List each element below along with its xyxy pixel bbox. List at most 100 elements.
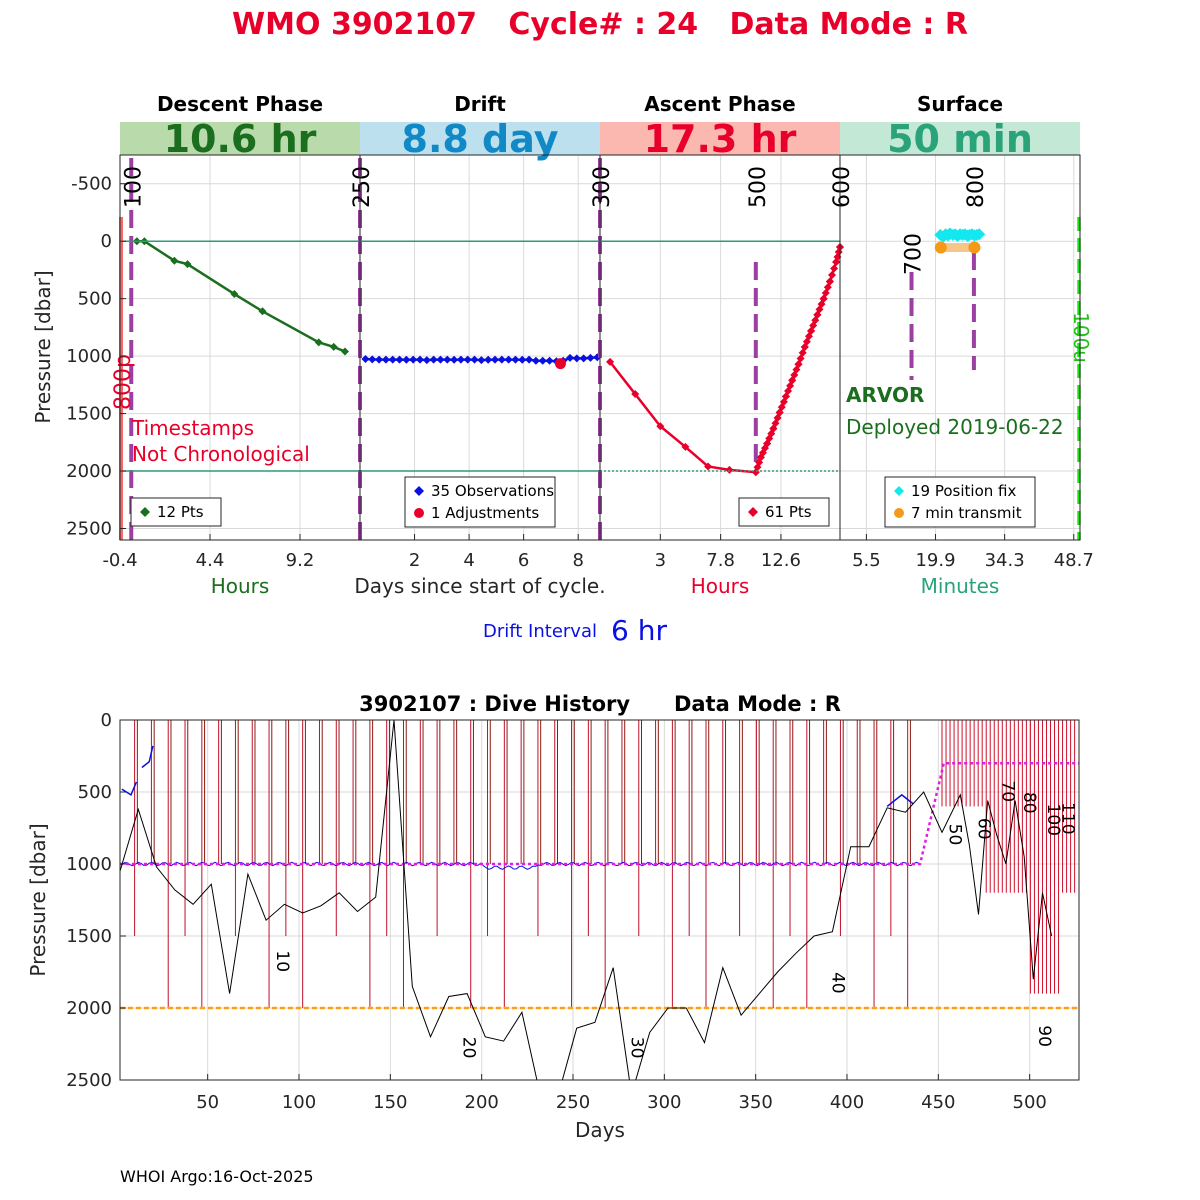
data-point bbox=[681, 442, 690, 451]
data-point bbox=[525, 355, 534, 364]
data-point bbox=[314, 338, 323, 347]
data-point bbox=[381, 355, 390, 364]
float-model: ARVOR bbox=[846, 383, 924, 407]
data-point bbox=[606, 357, 615, 366]
data-point bbox=[538, 356, 547, 365]
data-point bbox=[456, 355, 465, 364]
x-axis-title: Days since start of cycle. bbox=[354, 574, 605, 598]
x-tick-label: 150 bbox=[373, 1092, 407, 1113]
phase-duration: 50 min bbox=[887, 117, 1033, 161]
y-axis-label: Pressure [dbar] bbox=[31, 270, 55, 423]
drift-interval-label: Drift Interval bbox=[483, 621, 597, 642]
y-tick-label: 2500 bbox=[66, 519, 112, 540]
phase-title: Drift bbox=[454, 92, 506, 116]
drift-trace bbox=[141, 745, 154, 769]
phase-code: 500 bbox=[746, 166, 771, 208]
data-point bbox=[484, 355, 493, 364]
phase-band bbox=[840, 122, 1080, 155]
transmit-point bbox=[968, 241, 981, 254]
x-tick-label: 34.3 bbox=[985, 550, 1025, 571]
data-point bbox=[170, 256, 179, 265]
data-point bbox=[436, 355, 445, 364]
data-point bbox=[361, 354, 370, 363]
data-point bbox=[491, 355, 499, 364]
x-tick-label: 200 bbox=[465, 1092, 499, 1113]
legend-label: 35 Observations bbox=[431, 482, 554, 500]
x-tick-label: -0.4 bbox=[102, 550, 137, 571]
legend-label: 19 Position fix bbox=[911, 482, 1016, 500]
data-point bbox=[579, 354, 588, 363]
phase-band bbox=[120, 122, 360, 155]
data-point bbox=[258, 307, 267, 316]
history-y-label: Pressure [dbar] bbox=[26, 823, 50, 976]
y-tick-label: 2500 bbox=[66, 1070, 112, 1091]
phase-duration: 10.6 hr bbox=[164, 117, 317, 161]
legend-label: 7 min transmit bbox=[911, 504, 1022, 522]
data-point bbox=[511, 355, 520, 364]
phase-title: Descent Phase bbox=[157, 92, 323, 116]
y-tick-label: 1000 bbox=[66, 854, 112, 875]
legend: 12 Pts bbox=[130, 497, 222, 527]
y-tick-label: 1000 bbox=[66, 346, 112, 367]
cycle-label: 70 bbox=[997, 780, 1017, 802]
phase-title: Surface bbox=[917, 92, 1003, 116]
phase-code: 600 bbox=[830, 166, 855, 208]
x-tick-label: 450 bbox=[921, 1092, 955, 1113]
data-point bbox=[566, 353, 574, 362]
drift-trace bbox=[886, 793, 914, 807]
legend-swatch bbox=[414, 508, 424, 518]
x-tick-label: 5.5 bbox=[852, 550, 881, 571]
x-tick-label: 3 bbox=[655, 550, 666, 571]
warning-line-1: Timestamps bbox=[131, 416, 254, 440]
phase-start-code: 250 bbox=[350, 166, 375, 208]
history-plot-area bbox=[120, 720, 1079, 1080]
transmit-point bbox=[934, 241, 947, 254]
data-point bbox=[329, 342, 338, 351]
plot-frame bbox=[119, 154, 1081, 541]
data-point bbox=[586, 353, 595, 362]
x-tick-label: 500 bbox=[1013, 1092, 1047, 1113]
x-tick-label: 6 bbox=[518, 550, 529, 571]
x-tick-label: 100 bbox=[282, 1092, 316, 1113]
x-tick-label: 12.6 bbox=[761, 550, 801, 571]
legend-swatch bbox=[894, 486, 904, 496]
cycle-label: 40 bbox=[827, 972, 847, 994]
legend: 19 Position fix 7 min transmit bbox=[884, 476, 1036, 528]
data-point bbox=[725, 465, 734, 474]
legend-box bbox=[404, 476, 556, 528]
y-tick-label: 0 bbox=[101, 231, 112, 252]
cycle-label: 50 bbox=[944, 824, 964, 846]
legend: 61 Pts bbox=[738, 497, 830, 527]
phase-duration: 8.8 day bbox=[402, 117, 559, 161]
x-tick-label: 250 bbox=[556, 1092, 590, 1113]
cycle-label: 30 bbox=[626, 1037, 646, 1059]
legend-label: 1 Adjustments bbox=[431, 504, 539, 522]
x-tick-label: 400 bbox=[830, 1092, 864, 1113]
data-point bbox=[443, 355, 452, 364]
data-point bbox=[368, 355, 377, 364]
phase-x-label: Hours bbox=[691, 574, 750, 598]
legend-swatch bbox=[748, 507, 758, 517]
legend-label: 61 Pts bbox=[765, 503, 812, 521]
cycle-label: 90 bbox=[1034, 1025, 1054, 1047]
legend-swatch bbox=[414, 486, 424, 496]
data-point bbox=[183, 260, 192, 269]
data-point bbox=[375, 355, 384, 364]
phase-start-code: 300 bbox=[590, 166, 615, 208]
series-line bbox=[609, 246, 842, 474]
data-point bbox=[450, 355, 459, 364]
legend-swatch bbox=[894, 508, 904, 518]
data-point bbox=[656, 422, 665, 431]
position-fix-point bbox=[973, 228, 986, 241]
data-point bbox=[463, 355, 472, 364]
history-frame bbox=[119, 719, 1080, 1081]
adjustment-point bbox=[554, 358, 566, 370]
data-point bbox=[572, 354, 581, 363]
data-point bbox=[416, 355, 424, 364]
warning-line-2: Not Chronological bbox=[132, 442, 310, 466]
